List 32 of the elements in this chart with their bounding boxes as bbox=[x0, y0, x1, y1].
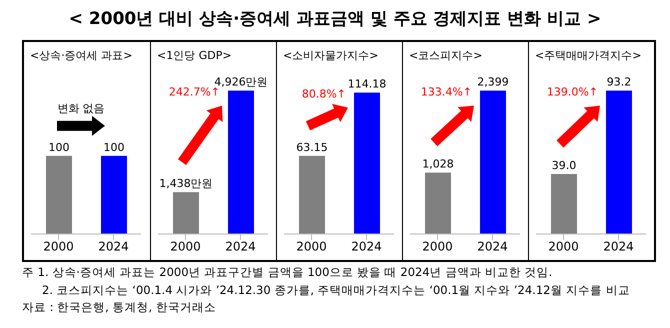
x-tick-label: 2024 bbox=[225, 240, 256, 254]
annotation: 133.4%↑ bbox=[420, 86, 472, 99]
chart-subtitle: <상속·증여세 과표> bbox=[30, 48, 132, 63]
annotation: 139.0%↑ bbox=[546, 86, 598, 99]
x-tick-label: 2024 bbox=[98, 240, 129, 254]
x-tick-label: 2024 bbox=[603, 240, 634, 254]
x-tick-label: 2024 bbox=[477, 240, 508, 254]
chart-subtitle: <1인당 GDP> bbox=[157, 48, 232, 63]
data-label: 100 bbox=[48, 140, 70, 154]
x-tick-label: 2000 bbox=[548, 240, 579, 254]
x-tick-label: 2000 bbox=[170, 240, 201, 254]
data-label: 1,438만원 bbox=[159, 177, 213, 190]
chart-subtitle: <코스피지수> bbox=[409, 48, 482, 63]
text: 주 1. 상속·증여세 과표는 2000년 과표구간별 금액을 100으로 봤을 때 2024년 금액과 비교한 것임. bbox=[22, 264, 554, 281]
data-label: 63.15 bbox=[296, 140, 328, 154]
data-label: 100 bbox=[104, 140, 124, 154]
data-label: 1,028 bbox=[422, 158, 454, 171]
text: < 2000년 대비 상속·증여세 과표금액 및 주요 경제지표 변화 비교 > bbox=[68, 8, 602, 30]
text: 변화 없음 bbox=[57, 102, 105, 115]
data-label: 93.2 bbox=[606, 76, 632, 89]
annotation: 80.8%↑ bbox=[302, 88, 346, 101]
data-label: 2,399 bbox=[477, 76, 509, 89]
x-tick-label: 2024 bbox=[351, 240, 382, 254]
text: 2. 코스피지수는 ‘00.1.4 시가와 ’24.12.30 종가를, 주택매매가격지수는 ‘00.1월 지수와 ’24.12월 지수를 비교 bbox=[41, 282, 630, 298]
data-label: 114.18 bbox=[348, 78, 386, 91]
x-tick-label: 2000 bbox=[296, 240, 327, 254]
x-tick-label: 2000 bbox=[422, 240, 453, 254]
chart-subtitle: <소비자물가지수> bbox=[283, 48, 378, 63]
chart-subtitle: <주택매매가격지수> bbox=[535, 48, 642, 63]
text: 자료 : 한국은행, 통계청, 한국거래소 bbox=[22, 299, 217, 316]
data-label: 39.0 bbox=[552, 159, 576, 172]
x-tick-label: 2000 bbox=[43, 240, 74, 254]
